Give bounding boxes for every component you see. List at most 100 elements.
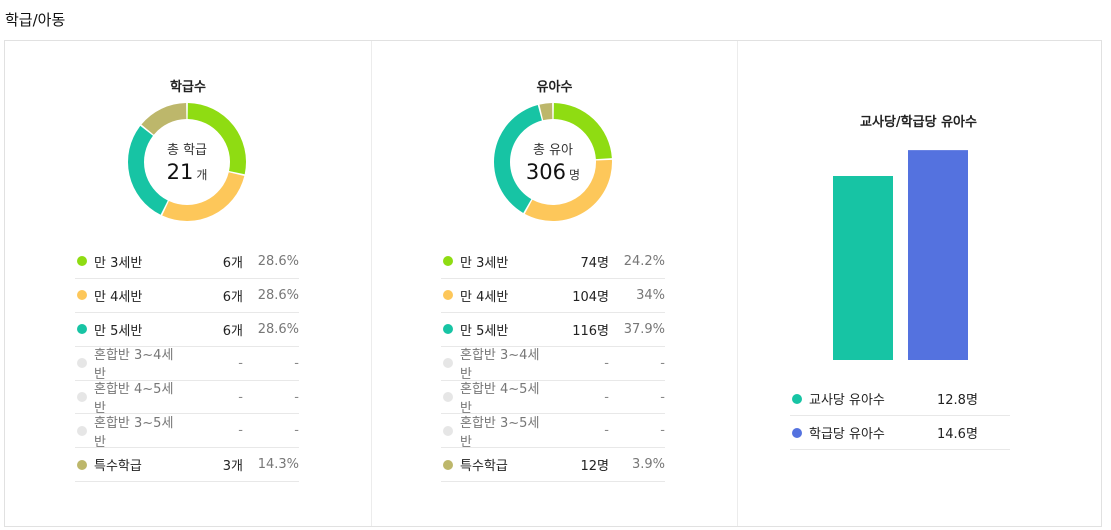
- child-count-title: 유아수: [536, 80, 573, 95]
- child-count-row: 혼합반 3~4세반 - -: [441, 347, 665, 383]
- legend-dot: [77, 425, 87, 436]
- class-total-unit: 개: [196, 167, 208, 182]
- row-label: 만 3세반: [460, 255, 509, 271]
- row-count: -: [604, 389, 609, 405]
- row-percent: 37.9%: [623, 321, 665, 337]
- legend-dot: [443, 324, 453, 335]
- class-count-row: 만 3세반 6개 28.6%: [75, 245, 299, 279]
- row-value: 14.6명: [937, 427, 978, 442]
- legend-dot: [77, 459, 87, 470]
- class-count-row: 혼합반 3~5세반 - -: [75, 414, 299, 450]
- row-count: -: [238, 389, 243, 405]
- class-count-row: 특수학급 3개 14.3%: [75, 448, 299, 483]
- child-count-slice: [553, 103, 612, 160]
- row-label: 특수학급: [94, 459, 142, 475]
- row-count: 3개: [222, 459, 243, 475]
- legend-dot: [77, 392, 87, 402]
- row-percent: -: [660, 423, 665, 439]
- row-count: -: [604, 423, 609, 439]
- row-count: -: [238, 355, 243, 371]
- ratio-row: 교사당 유아수 12.8명: [790, 382, 1010, 416]
- row-percent: 28.6%: [257, 253, 299, 269]
- row-label: 만 5세반: [94, 323, 143, 339]
- row-label: 교사당 유아수: [809, 393, 885, 408]
- row-label: 혼합반 4~5세반: [94, 382, 174, 417]
- row-count: -: [238, 423, 243, 439]
- row-percent: 28.6%: [257, 287, 299, 303]
- class-count-legend: 만 3세반 6개 28.6% 만 4세반 6개 28.6% 만 5세반 6개 28.6% 혼합반 …: [75, 245, 299, 483]
- row-label: 만 3세반: [94, 255, 143, 271]
- class-count-center: 총 학급 21 개: [125, 100, 249, 224]
- child-count-slice: [494, 105, 542, 213]
- class-count-donut: [128, 103, 246, 221]
- class-count-slice: [162, 172, 245, 221]
- legend-dot: [443, 290, 453, 301]
- child-count-row: 혼합반 4~5세반 - -: [441, 381, 665, 417]
- legend-dot: [443, 358, 453, 369]
- row-label: 특수학급: [460, 459, 508, 475]
- legend-dot: [77, 324, 87, 335]
- legend-dot: [77, 290, 87, 301]
- row-label: 만 5세반: [460, 323, 509, 339]
- ratio-bar: [908, 150, 968, 360]
- child-count-slice: [539, 103, 553, 121]
- row-label: 혼합반 3~5세반: [460, 415, 540, 450]
- row-percent: 28.6%: [257, 321, 299, 337]
- row-label: 혼합반 3~4세반: [460, 348, 540, 383]
- row-count: 6개: [222, 289, 243, 305]
- child-count-center: 총 유아 306 명: [491, 100, 615, 224]
- row-count: 6개: [222, 323, 243, 339]
- class-count-slice: [187, 103, 246, 175]
- child-count-row: 만 3세반 74명 24.2%: [441, 245, 665, 279]
- legend-dot: [77, 256, 87, 267]
- class-count-title: 학급수: [170, 80, 206, 95]
- child-count-row: 특수학급 12명 3.9%: [441, 448, 665, 483]
- row-count: 6개: [222, 255, 243, 271]
- child-total-unit: 명: [569, 167, 581, 182]
- row-percent: 14.3%: [257, 457, 299, 473]
- class-count-row: 혼합반 4~5세반 - -: [75, 381, 299, 417]
- row-label: 만 4세반: [460, 289, 509, 305]
- child-count-row: 혼합반 3~5세반 - -: [441, 414, 665, 450]
- row-percent: 34%: [636, 287, 665, 303]
- row-count: 74명: [580, 255, 609, 271]
- row-value: 12.8명: [937, 393, 978, 408]
- row-label: 혼합반 4~5세반: [460, 382, 540, 417]
- legend-dot: [77, 358, 87, 369]
- child-count-row: 만 4세반 104명 34%: [441, 279, 665, 313]
- row-label: 혼합반 3~4세반: [94, 348, 174, 383]
- child-count-slice: [524, 159, 612, 221]
- ratio-bar-chart: [833, 150, 968, 360]
- child-count-row: 만 5세반 116명 37.9%: [441, 313, 665, 347]
- class-total-value: 21: [166, 159, 194, 184]
- class-count-row: 혼합반 3~4세반 - -: [75, 347, 299, 383]
- row-percent: -: [660, 389, 665, 405]
- page-title: 학급/아동: [5, 11, 66, 29]
- legend-dot: [792, 393, 802, 404]
- row-percent: -: [294, 355, 299, 371]
- legend-dot: [792, 427, 802, 438]
- class-count-row: 만 5세반 6개 28.6%: [75, 313, 299, 347]
- ratio-bar: [833, 176, 893, 360]
- child-count-legend: 만 3세반 74명 24.2% 만 4세반 104명 34% 만 5세반 116명 37.9% 혼…: [441, 245, 665, 483]
- row-label: 만 4세반: [94, 289, 143, 305]
- ratio-title: 교사당/학급당 유아수: [860, 115, 977, 130]
- legend-dot: [443, 392, 453, 402]
- row-percent: 24.2%: [623, 253, 665, 269]
- class-count-row: 만 4세반 6개 28.6%: [75, 279, 299, 313]
- row-count: 116명: [572, 323, 609, 339]
- row-percent: -: [294, 423, 299, 439]
- class-count-slice: [141, 103, 187, 135]
- stats-container: 학급수 유아수: [4, 40, 1102, 527]
- class-count-slice: [128, 125, 168, 215]
- row-label: 혼합반 3~5세반: [94, 415, 174, 450]
- row-count: 104명: [572, 289, 609, 305]
- legend-dot: [443, 256, 453, 267]
- child-count-panel: 유아수: [372, 41, 738, 526]
- legend-dot: [443, 459, 453, 470]
- child-count-donut: [494, 103, 612, 221]
- class-count-panel: 학급수: [5, 41, 372, 526]
- row-percent: -: [294, 389, 299, 405]
- row-label: 학급당 유아수: [809, 427, 885, 442]
